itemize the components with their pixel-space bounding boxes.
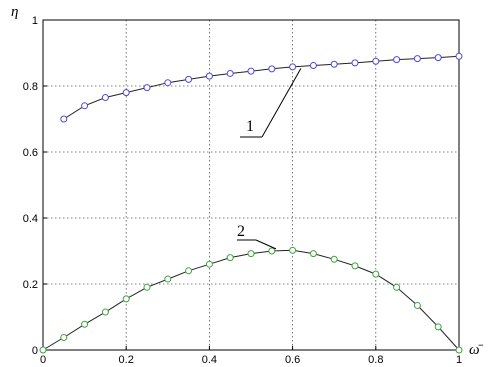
plot-frame	[42, 19, 460, 351]
data-point	[81, 102, 89, 110]
data-point	[289, 63, 297, 71]
annotations: 12	[237, 68, 302, 250]
data-point	[143, 283, 151, 291]
data-point	[205, 260, 213, 268]
data-point	[60, 333, 68, 341]
grid	[43, 20, 459, 350]
y-axis-label: η	[11, 4, 18, 20]
data-point	[164, 79, 172, 87]
data-point	[330, 255, 338, 263]
data-point	[351, 59, 359, 67]
data-point	[268, 65, 276, 73]
data-point	[226, 69, 234, 77]
x-tick-label: 0.6	[285, 354, 300, 366]
data-point	[413, 301, 421, 309]
y-tick-label: 0.2	[23, 279, 38, 291]
data-point	[143, 84, 151, 92]
data-point	[122, 295, 130, 303]
data-point	[393, 56, 401, 64]
y-tick-label: 0	[32, 345, 38, 357]
series-line	[63, 55, 460, 120]
data-point	[455, 346, 463, 354]
data-point	[413, 55, 421, 63]
tick-labels: 0 0.2 0.4 0.6 0.8 1 0 0.2 0.4 0.6 0.8 1	[23, 15, 462, 366]
data-point	[330, 60, 338, 68]
x-tick-label: 0.4	[202, 354, 217, 366]
data-point	[393, 283, 401, 291]
series-1	[60, 52, 463, 123]
data-point	[247, 67, 255, 75]
data-point	[247, 250, 255, 258]
curve-label-2: 2	[237, 223, 245, 240]
data-point	[185, 75, 193, 83]
data-point	[226, 254, 234, 262]
x-tick-label: 1	[456, 354, 462, 366]
y-tick-label: 0.8	[23, 81, 38, 93]
data-point	[372, 57, 380, 65]
annotation-leader	[261, 68, 302, 138]
data-point	[101, 94, 109, 102]
data-point	[164, 275, 172, 283]
x-tick-label: 0.8	[368, 354, 383, 366]
x-tick-label: 0	[40, 354, 46, 366]
x-tick-label: 0.2	[119, 354, 134, 366]
data-point	[268, 247, 276, 255]
data-point	[309, 250, 317, 258]
curve-label-1: 1	[246, 118, 254, 135]
data-point	[372, 270, 380, 278]
data-point	[434, 54, 442, 62]
x-axis-label: ω̄	[469, 342, 484, 358]
y-tick-label: 0.4	[23, 213, 38, 225]
y-tick-label: 0.6	[23, 147, 38, 159]
data-point	[455, 52, 463, 60]
data-point	[81, 320, 89, 328]
series-line	[42, 249, 460, 351]
data-point	[309, 62, 317, 70]
data-point	[60, 115, 68, 123]
data-point	[205, 72, 213, 80]
data-point	[101, 308, 109, 316]
y-tick-label: 1	[32, 15, 38, 27]
series	[39, 52, 463, 354]
annotation-leader	[255, 239, 277, 250]
data-point	[351, 262, 359, 270]
data-point	[185, 267, 193, 275]
data-point	[289, 246, 297, 254]
data-point	[434, 323, 442, 331]
data-point	[39, 346, 47, 354]
data-point	[122, 89, 130, 97]
series-2	[39, 246, 463, 354]
